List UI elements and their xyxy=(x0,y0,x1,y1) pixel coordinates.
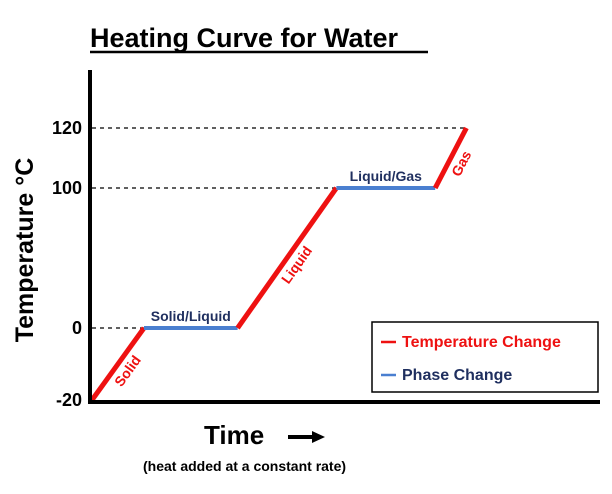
segment-label-liquid-gas: Liquid/Gas xyxy=(350,168,423,184)
y-tick-label: 100 xyxy=(52,178,82,198)
legend-box xyxy=(371,321,599,393)
x-axis-label: Time xyxy=(204,420,264,450)
legend-label-phase: Phase Change xyxy=(402,367,512,384)
legend: Temperature Change Phase Change xyxy=(371,321,599,393)
y-tick-label: 0 xyxy=(72,318,82,338)
y-tick-label: 120 xyxy=(52,118,82,138)
x-axis-arrow-icon xyxy=(288,431,325,443)
curve-segment-liquid xyxy=(235,186,339,330)
y-axis-label: Temperature °C xyxy=(11,158,39,343)
curve-segments xyxy=(89,126,469,402)
chart-title: Heating Curve for Water xyxy=(90,23,399,53)
legend-label-temperature: Temperature Change xyxy=(402,334,561,351)
curve-segment-solid xyxy=(89,326,147,402)
y-tick-label: -20 xyxy=(56,390,82,410)
curve-segment-gas xyxy=(432,126,469,190)
segment-label-solid-liquid: Solid/Liquid xyxy=(151,308,231,324)
x-axis-note: (heat added at a constant rate) xyxy=(143,458,346,474)
reference-lines xyxy=(92,127,467,329)
y-tick-labels: -20 0 100 120 xyxy=(52,118,82,410)
